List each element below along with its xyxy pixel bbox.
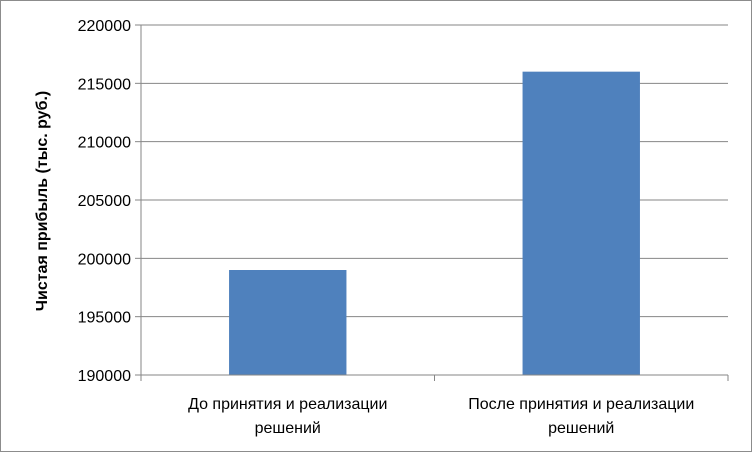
y-tick-label: 220000: [78, 18, 131, 35]
y-tick-label: 205000: [78, 193, 131, 210]
bars: [229, 71, 640, 376]
x-category-label: решений: [548, 420, 614, 437]
y-tick-label: 190000: [78, 368, 131, 385]
x-category-label: До принятия и реализации: [188, 396, 387, 413]
x-category-labels: До принятия и реализации решений После при…: [188, 396, 694, 437]
y-tick-labels: 190000 195000 200000 205000 210000 215000 2200…: [78, 18, 131, 385]
y-tick-label: 195000: [78, 310, 131, 327]
x-category-label: решений: [255, 420, 321, 437]
y-axis-title: Чистая прибыль (тыс. руб.): [34, 91, 51, 312]
axes: [135, 24, 729, 381]
y-tick-label: 210000: [78, 135, 131, 152]
y-tick-label: 200000: [78, 251, 131, 268]
bar: [522, 71, 640, 376]
x-category-label: После принятия и реализации: [468, 396, 694, 413]
bar: [229, 270, 347, 375]
y-tick-label: 215000: [78, 76, 131, 93]
